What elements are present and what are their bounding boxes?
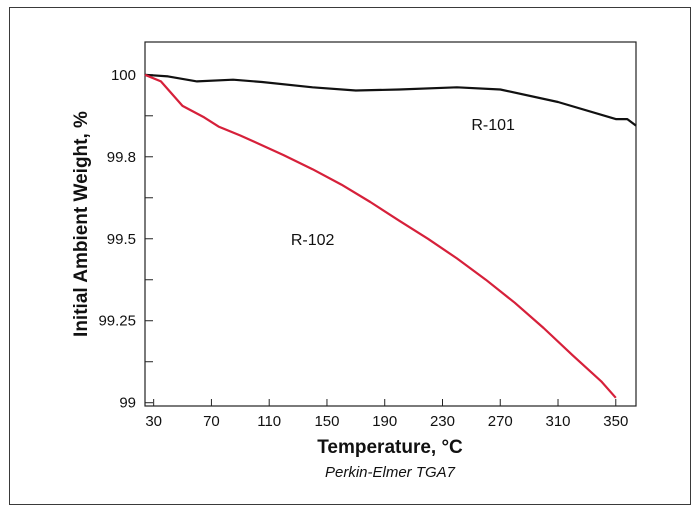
chart: 30 70 110 150 190 230 270 310 350 99 99.25 99.5 99.8… [71, 41, 637, 481]
series-label-r-101: R-101 [471, 117, 515, 134]
y-axis-title: Initial Ambient Weight, % [71, 111, 92, 337]
x-tick-label: 310 [546, 413, 571, 430]
x-tick-label: 70 [203, 413, 220, 430]
x-tick-label: 190 [372, 413, 397, 430]
series-line-r-101 [144, 73, 637, 127]
axis-ticks: 30 70 110 150 190 230 270 310 350 99 99.25 99.5 99.8… [98, 67, 628, 430]
series-group [144, 73, 637, 399]
x-tick-label: 270 [488, 413, 513, 430]
x-tick-label: 350 [603, 413, 628, 430]
y-tick-label: 99.25 [98, 313, 136, 330]
figure-frame: 30 70 110 150 190 230 270 310 350 99 99.25 99.5 99.8… [9, 7, 691, 505]
x-tick-label: 150 [314, 413, 339, 430]
plot-area [144, 41, 637, 407]
series-line-r-102 [144, 73, 617, 399]
x-tick-label: 110 [257, 413, 281, 430]
figure-caption: Perkin-Elmer TGA7 [325, 464, 456, 481]
y-tick-label: 99 [119, 395, 136, 412]
x-axis-title: Temperature, °C [317, 437, 463, 458]
x-tick-label: 230 [430, 413, 455, 430]
y-tick-label: 100 [111, 67, 136, 84]
series-labels: R-101 R-102 [291, 117, 515, 249]
y-tick-label: 99.8 [107, 149, 136, 166]
y-tick-label: 99.5 [107, 231, 136, 248]
series-label-r-102: R-102 [291, 232, 335, 249]
x-tick-label: 30 [145, 413, 162, 430]
